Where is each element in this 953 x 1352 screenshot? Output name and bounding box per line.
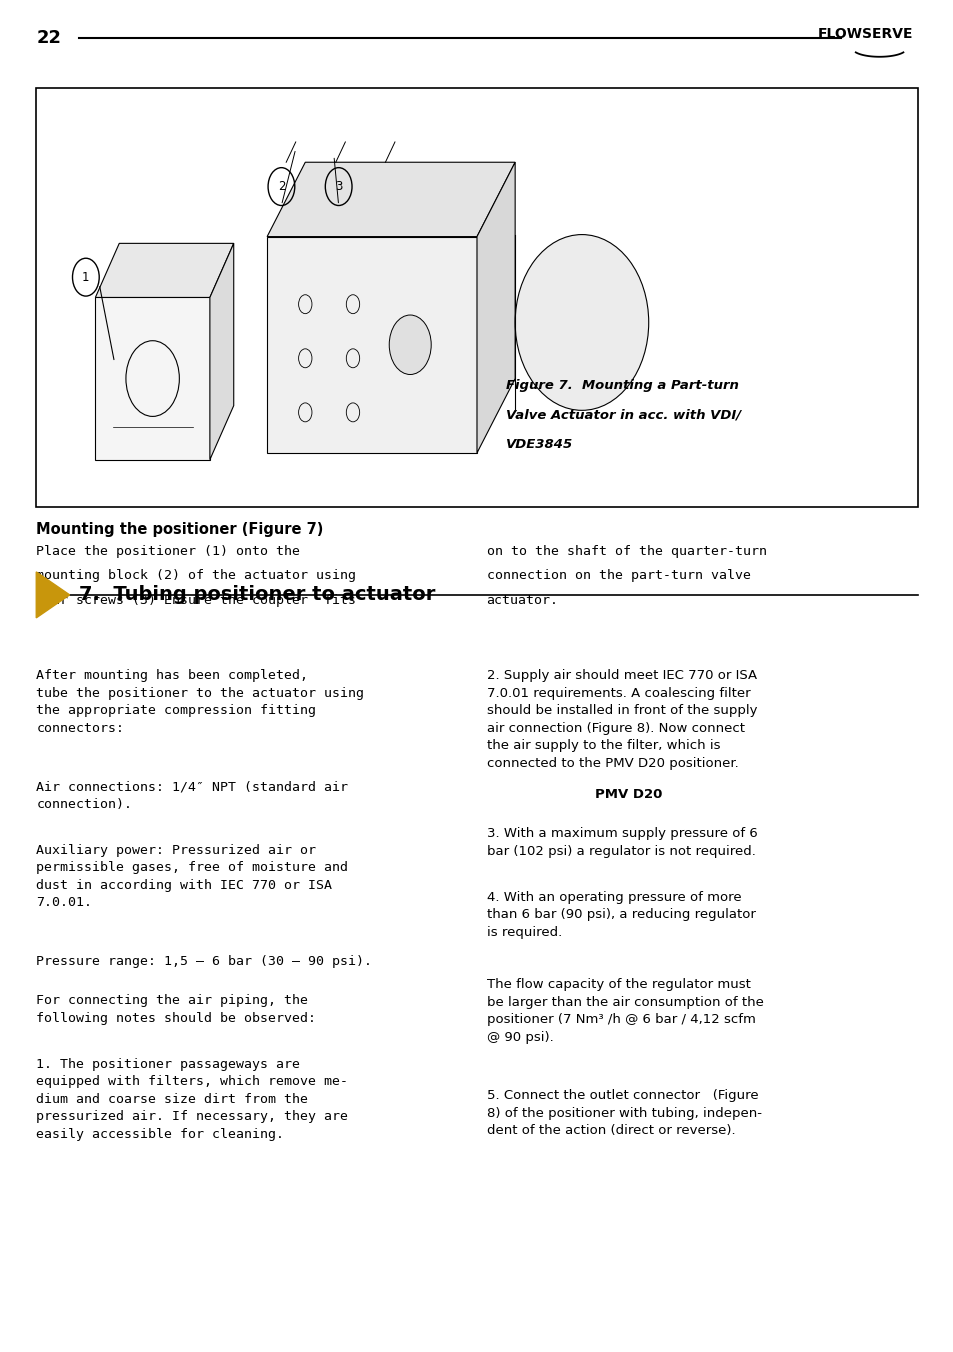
Text: Figure 7.  Mounting a Part-turn: Figure 7. Mounting a Part-turn (505, 379, 738, 392)
Text: VDE3845: VDE3845 (505, 438, 572, 452)
Text: For connecting the air piping, the
following notes should be observed:: For connecting the air piping, the follo… (36, 995, 316, 1025)
Polygon shape (36, 572, 70, 618)
Polygon shape (95, 243, 233, 297)
Text: four screws (3) Ensure the coupler  fits: four screws (3) Ensure the coupler fits (36, 594, 355, 607)
Text: 4. With an operating pressure of more
than 6 bar (90 psi), a reducing regulator
: 4. With an operating pressure of more th… (486, 891, 755, 940)
FancyBboxPatch shape (36, 88, 917, 507)
Text: Air connections: 1/4″ NPT (standard air
connection).: Air connections: 1/4″ NPT (standard air … (36, 780, 348, 811)
Text: Auxiliary power: Pressurized air or
permissible gases, free of moisture and
dust: Auxiliary power: Pressurized air or perm… (36, 844, 348, 909)
Text: 3: 3 (335, 180, 342, 193)
Text: After mounting has been completed,
tube the positioner to the actuator using
the: After mounting has been completed, tube … (36, 669, 364, 734)
Text: Place the positioner (1) onto the: Place the positioner (1) onto the (36, 545, 300, 558)
Text: 3. With a maximum supply pressure of 6
bar (102 psi) a regulator is not required: 3. With a maximum supply pressure of 6 b… (486, 827, 757, 859)
Text: 1. The positioner passageways are
equipped with filters, which remove me-
dium a: 1. The positioner passageways are equipp… (36, 1059, 348, 1141)
Text: 22: 22 (36, 28, 61, 47)
Ellipse shape (515, 235, 648, 411)
Text: FLOWSERVE: FLOWSERVE (817, 27, 912, 41)
Text: Mounting the positioner (Figure 7): Mounting the positioner (Figure 7) (36, 522, 323, 537)
Text: 2: 2 (277, 180, 285, 193)
Text: 1: 1 (82, 270, 90, 284)
Text: mounting block (2) of the actuator using: mounting block (2) of the actuator using (36, 569, 355, 583)
Polygon shape (210, 243, 233, 460)
Text: connection on the part-turn valve: connection on the part-turn valve (486, 569, 750, 583)
Polygon shape (95, 297, 210, 460)
Polygon shape (267, 162, 515, 237)
Polygon shape (476, 162, 515, 453)
Text: 7.  Tubing positioner to actuator: 7. Tubing positioner to actuator (79, 585, 436, 604)
Polygon shape (267, 237, 476, 453)
Text: actuator.: actuator. (486, 594, 558, 607)
Text: 5. Connect the outlet connector   (Figure
8) of the positioner with tubing, inde: 5. Connect the outlet connector (Figure … (486, 1090, 760, 1137)
Text: The flow capacity of the regulator must
be larger than the air consumption of th: The flow capacity of the regulator must … (486, 979, 762, 1044)
Text: Pressure range: 1,5 – 6 bar (30 – 90 psi).: Pressure range: 1,5 – 6 bar (30 – 90 psi… (36, 955, 372, 968)
Text: Valve Actuator in acc. with VDI/: Valve Actuator in acc. with VDI/ (505, 408, 740, 422)
Text: 2. Supply air should meet IEC 770 or ISA
7.0.01 requirements. A coalescing filte: 2. Supply air should meet IEC 770 or ISA… (486, 669, 757, 769)
Circle shape (389, 315, 431, 375)
Text: on to the shaft of the quarter-turn: on to the shaft of the quarter-turn (486, 545, 766, 558)
Text: PMV D20: PMV D20 (594, 787, 661, 800)
